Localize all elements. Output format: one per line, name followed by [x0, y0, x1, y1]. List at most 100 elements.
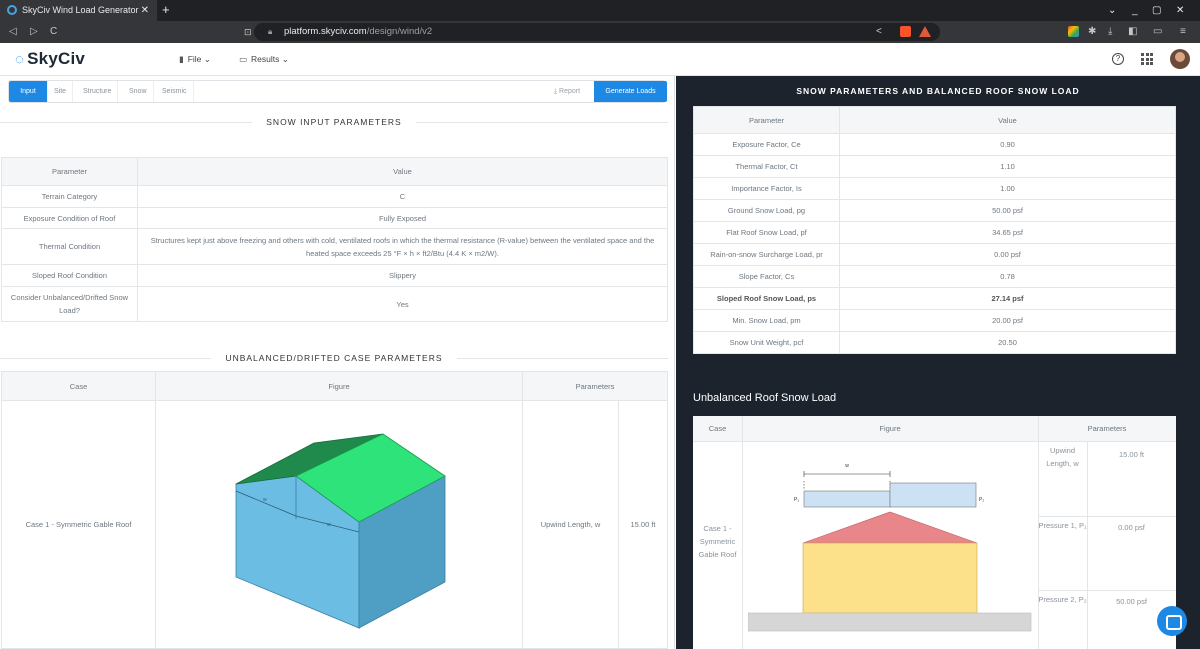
share-icon[interactable]: < — [876, 26, 882, 37]
upwind-length-label: Upwind Length, w — [522, 400, 619, 649]
snow-parameters-title: SNOW PARAMETERS AND BALANCED ROOF SNOW L… — [796, 86, 1080, 96]
restore-button[interactable]: ▢ — [1152, 5, 1162, 16]
table-row: Flat Roof Snow Load, pf 34.65 psf — [693, 221, 1176, 244]
browser-menu-icon[interactable]: ≡ — [1180, 26, 1186, 37]
browser-tab[interactable]: SkyCiv Wind Load Generator ✕ — [0, 0, 157, 21]
table-row: Ground Snow Load, pg 50.00 psf — [693, 199, 1176, 222]
tab-search-icon[interactable]: ⌄ — [1108, 5, 1117, 16]
chat-support-button[interactable] — [1157, 606, 1187, 636]
unbalanced-roof-title: Unbalanced Roof Snow Load — [693, 392, 837, 404]
param-label-pressure-1: Pressure 1, P₁ — [1038, 521, 1087, 530]
logo-text: SkyCiv — [27, 49, 86, 68]
gable-roof-3d-svg: w w — [234, 433, 446, 630]
skyciv-favicon-icon — [7, 5, 17, 15]
table-row: Rain-on-snow Surcharge Load, pr 0.00 psf — [693, 243, 1176, 266]
column-header-case: Case — [1, 371, 156, 401]
sloped-roof-condition-label: Sloped Roof Condition — [1, 264, 138, 287]
column-header-figure: Figure — [155, 371, 523, 401]
brave-rewards-icon[interactable] — [919, 26, 931, 37]
brave-shield-icon[interactable] — [900, 26, 911, 37]
case-table: Case Figure Parameters Case 1 - Symmetri… — [1, 371, 668, 649]
param-value-upwind-length: 15.00 ft — [1118, 450, 1145, 459]
skyciv-logo[interactable]: ◌ SkyCiv — [15, 49, 85, 69]
wallet-icon[interactable]: ▭ — [1153, 26, 1163, 37]
exposure-condition-select[interactable]: Fully Exposed — [137, 207, 668, 229]
report-label: Report — [559, 88, 581, 95]
param-value-pressure-2: 50.00 psf — [1116, 597, 1147, 606]
chevron-down-icon: ⌄ — [203, 54, 211, 64]
table-row: Sloped Roof Condition Slippery — [1, 264, 668, 287]
table-row: Exposure Condition of Roof Fully Exposed — [1, 207, 668, 229]
svg-text:w: w — [263, 497, 267, 503]
table-row: Min. Snow Load, pm 20.00 psf — [693, 309, 1176, 332]
table-row: Slope Factor, Cs 0.78 — [693, 265, 1176, 288]
minimize-button[interactable]: _ — [1132, 5, 1138, 16]
exposure-condition-label: Exposure Condition of Roof — [1, 207, 138, 229]
reload-button[interactable]: C — [50, 26, 58, 37]
file-icon: ▮ — [179, 54, 184, 64]
download-icon[interactable]: ⤓ — [1108, 26, 1113, 37]
results-menu[interactable]: ▭ Results ⌄ — [239, 54, 289, 65]
snow-parameters-table: Parameter Value Exposure Factor, Ce 0.90 … — [693, 106, 1176, 354]
column-header-parameter: Parameter — [693, 106, 840, 134]
gable-roof-3d-figure: w w — [155, 400, 523, 649]
figure-p2-label: P₂ — [979, 497, 984, 503]
table-row: Exposure Factor, Ce 0.90 — [693, 133, 1176, 156]
tab-seismic[interactable]: Seismic — [156, 81, 194, 102]
column-header-parameters: Parameters — [1038, 416, 1176, 442]
bookmark-icon[interactable]: ⊡ — [244, 27, 252, 37]
figure-w-label: w — [845, 463, 849, 469]
table-row: Consider Unbalanced/Drifted Snow Load? Y… — [1, 286, 668, 322]
new-tab-button[interactable]: + — [162, 2, 170, 17]
back-button[interactable]: ◁ — [9, 26, 17, 37]
help-icon[interactable]: ? — [1112, 53, 1124, 65]
lock-icon: 🔒︎ — [268, 27, 273, 36]
avatar[interactable] — [1170, 49, 1190, 69]
unbalanced-case-title: UNBALANCED/DRIFTED CASE PARAMETERS — [0, 353, 668, 363]
report-button[interactable]: ⤓ Report — [554, 81, 580, 102]
tab-structure[interactable]: Structure — [77, 81, 119, 102]
sloped-roof-condition-select[interactable]: Slippery — [137, 264, 668, 287]
chevron-down-icon: ⌄ — [281, 54, 289, 64]
url-domain: platform.skyciv.com — [284, 26, 367, 37]
forward-button[interactable]: ▷ — [30, 26, 38, 37]
monitor-icon: ▭ — [239, 54, 248, 64]
case-label: Case 1 - Symmetric Gable Roof — [698, 524, 737, 559]
url-bar[interactable]: 🔒︎ platform.skyciv.com/design/wind/v2 — [254, 23, 940, 41]
browser-tab-bar: SkyCiv Wind Load Generator ✕ + ⌄ _ ▢ ✕ — [0, 0, 1200, 21]
thermal-condition-select[interactable]: Structures kept just above freezing and … — [137, 228, 668, 265]
table-row: Case 1 - Symmetric Gable Roof w w Upwind… — [1, 400, 668, 649]
unbalanced-roof-table: Case Figure Parameters Case 1 - Symmetri… — [693, 416, 1176, 649]
sidebar-icon[interactable]: ◧ — [1128, 26, 1138, 37]
consider-unbalanced-label: Consider Unbalanced/Drifted Snow Load? — [1, 286, 138, 322]
tab-close-icon[interactable]: ✕ — [140, 5, 149, 16]
param-value-pressure-1: 0.00 psf — [1118, 523, 1145, 532]
tab-input[interactable]: Input — [9, 81, 48, 102]
column-header-parameters: Parameters — [522, 371, 668, 401]
terrain-category-label: Terrain Category — [1, 185, 138, 208]
snow-input-table: Parameter Value Terrain Category C Expos… — [1, 157, 668, 322]
column-header-value: Value — [137, 157, 668, 186]
apps-grid-icon[interactable] — [1141, 53, 1153, 65]
address-toolbar: ◁ ▷ C ⊡ 🔒︎ platform.skyciv.com/design/wi… — [0, 21, 1200, 43]
file-menu[interactable]: ▮ File ⌄ — [179, 54, 211, 65]
extensions-icon[interactable]: ✱ — [1088, 26, 1097, 37]
table-row: Sloped Roof Snow Load, ps 27.14 psf — [693, 287, 1176, 310]
upwind-length-input[interactable]: 15.00 ft — [618, 400, 668, 649]
app-header: ◌ SkyCiv ▮ File ⌄ ▭ Results ⌄ ? — [0, 43, 1200, 76]
tab-site[interactable]: Site — [48, 81, 74, 102]
generate-loads-button[interactable]: Generate Loads — [594, 81, 667, 102]
table-row: Thermal Factor, Ct 1.10 — [693, 155, 1176, 178]
consider-unbalanced-select[interactable]: Yes — [137, 286, 668, 322]
url-path: /design/wind/v2 — [366, 26, 433, 37]
results-panel: SNOW PARAMETERS AND BALANCED ROOF SNOW L… — [676, 76, 1200, 649]
extension-colorful-icon[interactable] — [1068, 26, 1079, 37]
column-header-value: Value — [839, 106, 1176, 134]
unbalanced-load-figure: w P₁ P₂ — [748, 463, 1032, 632]
input-panel: Input Site Structure Snow Seismic ⤓ Repo… — [0, 76, 675, 649]
param-label-upwind-length: Upwind Length, w — [1046, 446, 1079, 468]
tab-snow[interactable]: Snow — [123, 81, 154, 102]
close-window-button[interactable]: ✕ — [1176, 5, 1185, 16]
tab-title: SkyCiv Wind Load Generator — [22, 5, 139, 15]
terrain-category-select[interactable]: C — [137, 185, 668, 208]
